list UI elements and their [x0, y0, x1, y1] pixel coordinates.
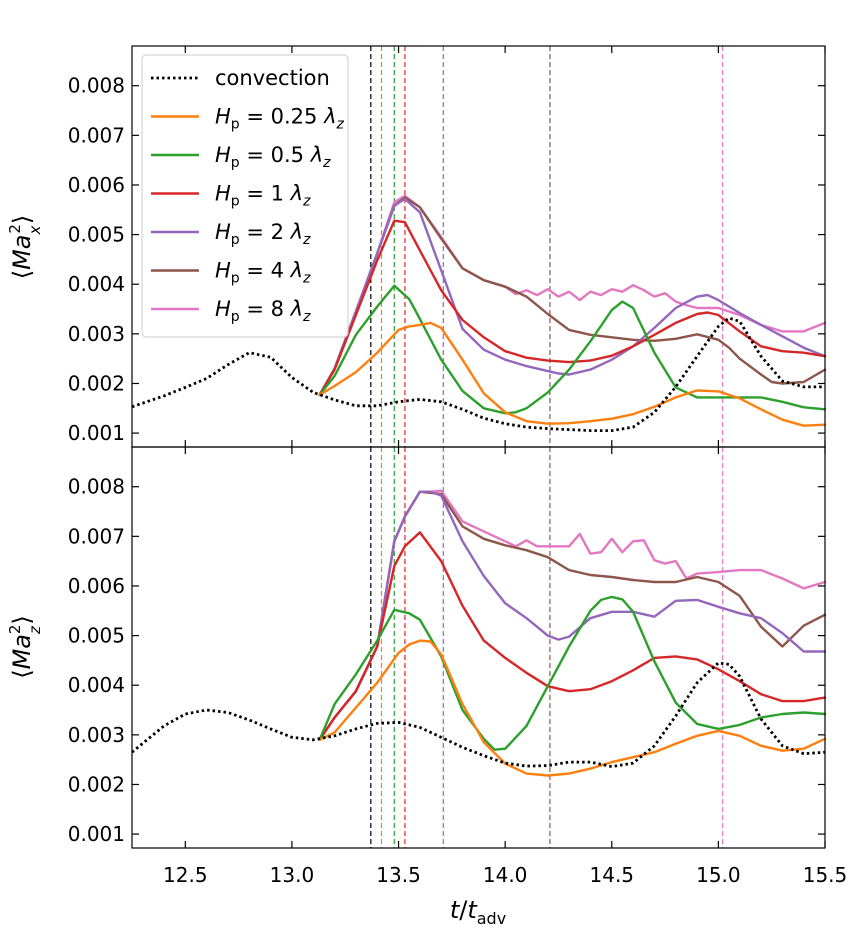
legend-label-Hp_4: Hp = 4 λz	[215, 259, 311, 287]
legend-label-Hp_1: Hp = 1 λz	[215, 182, 311, 210]
bottom-ytick-label: 0.003	[68, 723, 125, 747]
x-axis-label: t/tadv	[450, 896, 506, 928]
top-ytick-label: 0.008	[68, 74, 125, 98]
bottom-ytick-label: 0.002	[68, 772, 125, 796]
xtick-label: 14.5	[590, 863, 635, 887]
x-ticks: 12.5 13.0 13.5 14.0 14.5 15.0 15.5	[163, 46, 847, 887]
legend-label-convection: convection	[215, 66, 330, 90]
legend-label-Hp_0_5: Hp = 0.5 λz	[215, 143, 331, 171]
top-ytick-label: 0.001	[68, 421, 125, 445]
bottom-ytick-label: 0.001	[68, 822, 125, 846]
legend-label-Hp_8: Hp = 8 λz	[215, 297, 311, 325]
bottom-vertical-markers	[370, 447, 724, 848]
bottom-series-Hp_0_5	[318, 595, 827, 751]
xtick-label: 13.0	[270, 863, 315, 887]
legend-label-Hp_0_25: Hp = 0.25 λz	[215, 105, 345, 133]
top-y-axis-label: ⟨Max2⟩	[6, 215, 44, 280]
top-series-Hp_1	[318, 219, 827, 397]
bottom-series-Hp_1	[318, 531, 827, 741]
bottom-series-lines	[131, 489, 827, 777]
xtick-label: 12.5	[163, 863, 208, 887]
bottom-ytick-label: 0.006	[68, 574, 125, 598]
bottom-ytick-label: 0.008	[68, 475, 125, 499]
bottom-series-Hp_0_25	[318, 639, 827, 777]
bottom-y-ticks: 0.001 0.002 0.003 0.004 0.005 0.006 0.007 0.008	[68, 475, 825, 846]
legend-box	[141, 54, 349, 338]
top-series-Hp_0_5	[318, 284, 827, 415]
xtick-label: 14.0	[483, 863, 528, 887]
bottom-ytick-label: 0.005	[68, 624, 125, 648]
top-ytick-label: 0.003	[68, 322, 125, 346]
top-series-lines	[131, 194, 827, 433]
bottom-ytick-label: 0.004	[68, 673, 125, 697]
top-y-ticks: 0.001 0.002 0.003 0.004 0.005 0.006 0.007 0.008	[68, 74, 825, 445]
top-vertical-markers	[370, 46, 724, 447]
top-ytick-label: 0.006	[68, 173, 125, 197]
bottom-y-axis-label: ⟨Maz2⟩	[6, 615, 44, 679]
bottom-ytick-label: 0.007	[68, 524, 125, 548]
bottom-plot-frame	[131, 446, 826, 849]
top-ytick-label: 0.002	[68, 371, 125, 395]
bottom-series-convection	[131, 661, 826, 768]
xtick-label: 15.0	[696, 863, 741, 887]
bottom-panel: 0.001 0.002 0.003 0.004 0.005 0.006 0.007 0.008…	[6, 446, 827, 849]
legend-label-Hp_2: Hp = 2 λz	[215, 220, 311, 248]
top-series-Hp_0_25	[318, 321, 827, 427]
bottom-series-Hp_2	[318, 490, 827, 741]
top-ytick-label: 0.004	[68, 272, 125, 296]
top-ytick-label: 0.005	[68, 223, 125, 247]
xtick-label: 13.5	[376, 863, 421, 887]
top-ytick-label: 0.007	[68, 123, 125, 147]
legend: convection Hp = 0.25 λz Hp = 0.5 λz Hp = 1 …	[141, 54, 349, 338]
top-panel: 0.001 0.002 0.003 0.004 0.005 0.006 0.007 0.008…	[6, 45, 827, 448]
xtick-label: 15.5	[803, 863, 848, 887]
